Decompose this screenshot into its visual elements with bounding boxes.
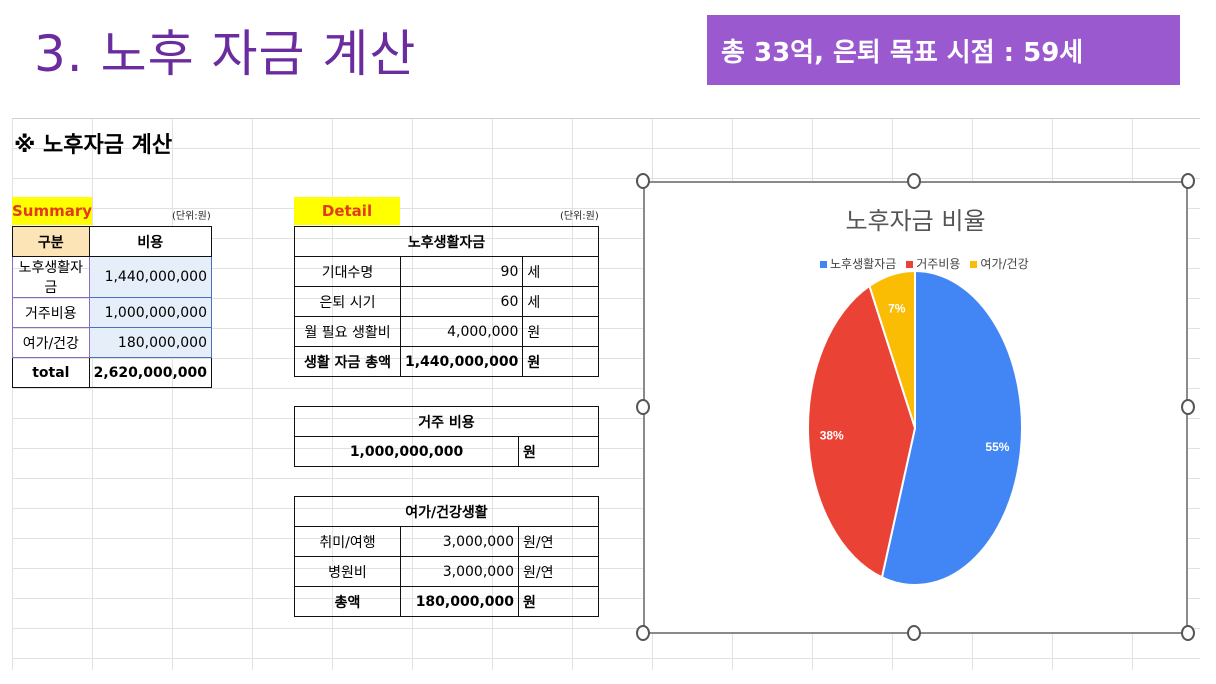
- detail-row-label[interactable]: 취미/여행: [294, 526, 401, 557]
- detail-row[interactable]: 은퇴 시기 60 세: [294, 286, 599, 317]
- leisure-health-table: 여가/건강생활 취미/여행 3,000,000 원/연 병원비 3,000,00…: [294, 496, 599, 617]
- resize-handle[interactable]: [1181, 625, 1195, 641]
- pie-slice[interactable]: [807, 284, 917, 579]
- legend-item: 거주비용: [906, 255, 960, 272]
- detail-row-label[interactable]: 기대수명: [294, 256, 401, 287]
- legend-swatch: [820, 261, 827, 268]
- leisure-health-title: 여가/건강생활: [294, 496, 599, 527]
- housing-cost-unit[interactable]: 원: [518, 436, 599, 467]
- detail-unit: (단위:원): [560, 211, 599, 222]
- detail-row-label[interactable]: 병원비: [294, 556, 401, 587]
- detail-row-unit[interactable]: 세: [522, 286, 599, 317]
- living-cost-table: 노후생활자금 기대수명 90 세 은퇴 시기 60 세 월 필요 생활비 4,0…: [294, 226, 599, 377]
- detail-row-label[interactable]: 은퇴 시기: [294, 286, 401, 317]
- summary-table: 구분 비용 노후생활자금 1,440,000,000 거주비용 1,000,00…: [12, 226, 213, 388]
- resize-handle[interactable]: [636, 625, 650, 641]
- summary-total-label[interactable]: total: [12, 357, 90, 388]
- detail-row[interactable]: 월 필요 생활비 4,000,000 원: [294, 316, 599, 347]
- housing-cost-value[interactable]: 1,000,000,000: [294, 436, 519, 467]
- resize-handle[interactable]: [907, 625, 921, 641]
- detail-row[interactable]: 취미/여행 3,000,000 원/연: [294, 526, 599, 557]
- detail-row-value[interactable]: 3,000,000: [400, 556, 519, 587]
- chart-title: 노후자금 비율: [845, 207, 986, 235]
- detail-row-unit[interactable]: 원/연: [518, 556, 599, 587]
- summary-total-value[interactable]: 2,620,000,000: [88, 357, 213, 388]
- resize-handle[interactable]: [636, 399, 650, 415]
- resize-handle[interactable]: [636, 173, 650, 189]
- detail-row[interactable]: 총액 180,000,000 원: [294, 586, 599, 617]
- summary-row[interactable]: 거주비용 1,000,000,000: [12, 297, 213, 328]
- pie-chart[interactable]: 노후자금 비율 노후생활자금 거주비용 여가/건강 55% 38% 7%: [643, 181, 1188, 634]
- pie-slice[interactable]: [868, 269, 916, 429]
- detail-row-label[interactable]: 월 필요 생활비: [294, 316, 401, 347]
- summary-row[interactable]: 여가/건강 180,000,000: [12, 327, 213, 358]
- pie-data-label: 38%: [820, 429, 844, 443]
- detail-row-unit[interactable]: 원: [522, 346, 599, 377]
- resize-handle[interactable]: [1181, 399, 1195, 415]
- summary-row-value[interactable]: 1,440,000,000: [88, 256, 213, 298]
- detail-row-unit[interactable]: 원: [518, 586, 599, 617]
- summary-row-label[interactable]: 노후생활자금: [12, 256, 90, 298]
- col-header-cost: 비용: [88, 226, 213, 257]
- legend-label: 여가/건강: [980, 257, 1029, 271]
- detail-header: Detail: [294, 197, 400, 225]
- detail-row-unit[interactable]: 세: [522, 256, 599, 287]
- detail-row-unit[interactable]: 원/연: [518, 526, 599, 557]
- legend-item: 여가/건강: [970, 255, 1029, 272]
- summary-unit: (단위:원): [172, 211, 211, 222]
- pie-plot: 55% 38% 7%: [807, 269, 1023, 586]
- detail-row-value[interactable]: 1,440,000,000: [399, 346, 524, 377]
- detail-row-value[interactable]: 4,000,000: [399, 316, 524, 347]
- slide-title: 3. 노후 자금 계산: [34, 25, 417, 83]
- detail-row-value[interactable]: 60: [399, 286, 524, 317]
- summary-row-value[interactable]: 180,000,000: [88, 327, 213, 358]
- pie-slice[interactable]: [880, 269, 1023, 586]
- summary-row[interactable]: 노후생활자금 1,440,000,000: [12, 256, 213, 298]
- detail-row[interactable]: 기대수명 90 세: [294, 256, 599, 287]
- detail-row-label[interactable]: 총액: [294, 586, 401, 617]
- col-header-category: 구분: [12, 226, 90, 257]
- legend-item: 노후생활자금: [820, 255, 896, 272]
- legend-swatch: [970, 261, 978, 268]
- summary-badge: 총 33억, 은퇴 목표 시점 : 59세: [707, 15, 1180, 85]
- resize-handle[interactable]: [1181, 173, 1195, 189]
- detail-row[interactable]: 병원비 3,000,000 원/연: [294, 556, 599, 587]
- summary-header: Summary: [12, 197, 92, 225]
- detail-row-value[interactable]: 180,000,000: [400, 586, 519, 617]
- summary-row-value[interactable]: 1,000,000,000: [88, 297, 213, 328]
- summary-row-label[interactable]: 거주비용: [12, 297, 90, 328]
- chart-legend: 노후생활자금 거주비용 여가/건강: [820, 255, 1029, 272]
- resize-handle[interactable]: [907, 173, 921, 189]
- living-cost-title: 노후생활자금: [294, 226, 599, 257]
- detail-row-label[interactable]: 생활 자금 총액: [294, 346, 401, 377]
- legend-label: 거주비용: [916, 257, 961, 271]
- pie-data-label: 7%: [888, 301, 906, 315]
- pie-data-label: 55%: [985, 440, 1009, 454]
- sheet-title: ※ 노후자금 계산: [14, 133, 173, 158]
- summary-row-label[interactable]: 여가/건강: [12, 327, 90, 358]
- detail-row[interactable]: 1,000,000,000 원: [294, 436, 599, 467]
- detail-row[interactable]: 생활 자금 총액 1,440,000,000 원: [294, 346, 599, 377]
- detail-row-value[interactable]: 3,000,000: [400, 526, 519, 557]
- housing-cost-table: 거주 비용 1,000,000,000 원: [294, 406, 599, 467]
- housing-cost-title: 거주 비용: [294, 406, 599, 437]
- detail-row-unit[interactable]: 원: [522, 316, 599, 347]
- summary-total-row[interactable]: total 2,620,000,000: [12, 357, 213, 388]
- detail-row-value[interactable]: 90: [399, 256, 524, 287]
- legend-label: 노후생활자금: [830, 257, 897, 271]
- legend-swatch: [906, 261, 914, 268]
